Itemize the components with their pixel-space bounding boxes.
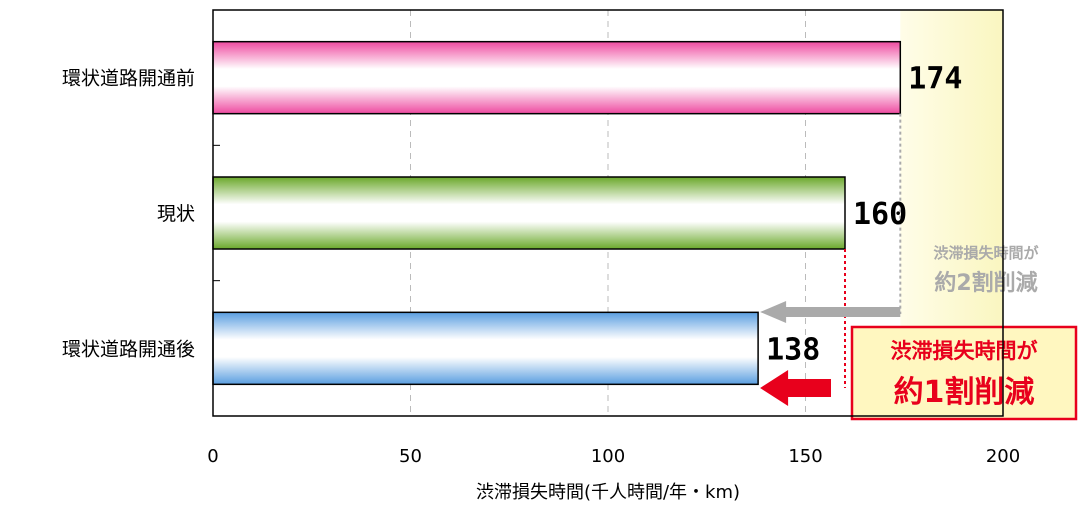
annotation-text: 渋滞損失時間が (933, 244, 1039, 262)
category-label: 環状道路開通後 (62, 338, 195, 360)
data-label: 174 (908, 62, 962, 97)
data-label: 138 (766, 332, 820, 367)
callout-box (850, 325, 1078, 421)
reduction-arrow (760, 301, 901, 323)
x-tick-label: 150 (788, 446, 822, 467)
annotation-text: 約2割削減 (934, 270, 1037, 296)
x-axis-title: 渋滞損失時間(千人時間/年・km) (476, 482, 740, 503)
annotation-text: 渋滞損失時間が (891, 339, 1038, 363)
data-label: 160 (853, 197, 907, 232)
category-label: 現状 (157, 203, 195, 225)
bar (212, 40, 902, 115)
bar (212, 176, 846, 250)
bar (212, 311, 759, 386)
x-tick-label: 0 (207, 446, 218, 467)
x-tick-label: 100 (591, 446, 625, 467)
plot-frame (212, 9, 1004, 417)
reduction-arrow (760, 370, 831, 406)
annotation-text: 約1割削減 (894, 375, 1035, 410)
x-tick-label: 50 (399, 446, 422, 467)
x-tick-label: 200 (986, 446, 1020, 467)
category-label: 環状道路開通前 (62, 68, 195, 90)
